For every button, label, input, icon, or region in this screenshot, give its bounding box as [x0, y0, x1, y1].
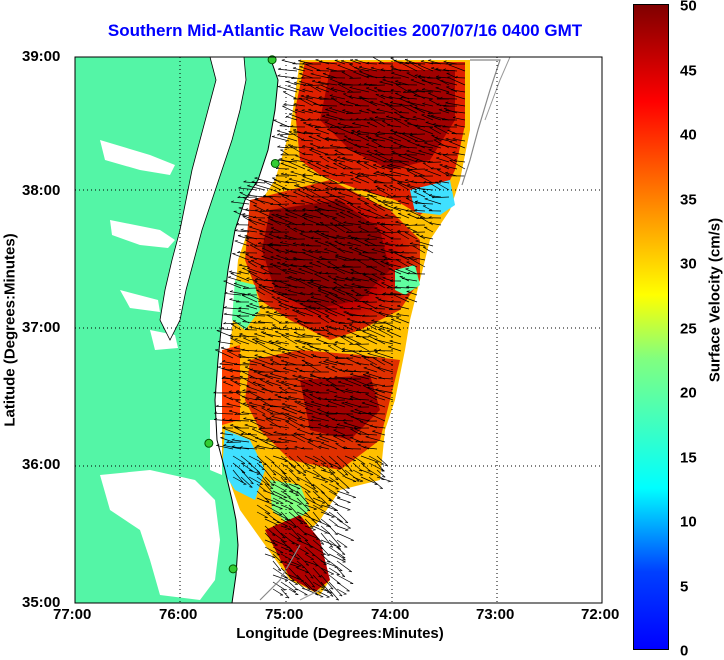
colorbar [633, 4, 669, 650]
y-tick: 38:00 [22, 182, 60, 199]
hf-radar-station [229, 565, 237, 573]
colorbar-tick: 35 [680, 192, 697, 209]
y-tick: 37:00 [22, 319, 60, 336]
colorbar-label: Surface Velocity (cm/s) [707, 218, 724, 382]
y-tick: 36:00 [22, 456, 60, 473]
colorbar-tick: 45 [680, 63, 697, 80]
colorbar-tick: 20 [680, 385, 697, 402]
x-tick: 72:00 [581, 606, 619, 623]
x-tick: 74:00 [371, 606, 409, 623]
velocity-arrow-head [398, 155, 401, 156]
y-axis-label: Latitude (Degrees:Minutes) [2, 233, 19, 426]
colorbar-tick: 10 [680, 514, 697, 531]
y-tick: 39:00 [22, 48, 60, 65]
colorbar-tick: 0 [680, 643, 688, 660]
colorbar-tick: 15 [680, 450, 697, 467]
colorbar-tick: 40 [680, 127, 697, 144]
velocity-arrow-head [288, 86, 291, 87]
x-axis-label: Longitude (Degrees:Minutes) [236, 625, 444, 642]
velocity-arrow-head [316, 129, 319, 130]
x-tick: 75:00 [265, 606, 303, 623]
velocity-arrow-head [393, 142, 396, 143]
colorbar-tick: 50 [680, 0, 697, 15]
velocity-arrow-head [277, 262, 280, 263]
x-tick: 73:00 [476, 606, 514, 623]
map-title: Southern Mid-Atlantic Raw Velocities 200… [0, 21, 690, 41]
colorbar-tick: 5 [680, 579, 688, 596]
hf-radar-station [271, 159, 279, 167]
x-tick: 76:00 [159, 606, 197, 623]
colorbar-tick: 30 [680, 256, 697, 273]
colorbar-tick: 25 [680, 321, 697, 338]
hf-radar-station [205, 439, 213, 447]
x-tick: 77:00 [53, 606, 91, 623]
